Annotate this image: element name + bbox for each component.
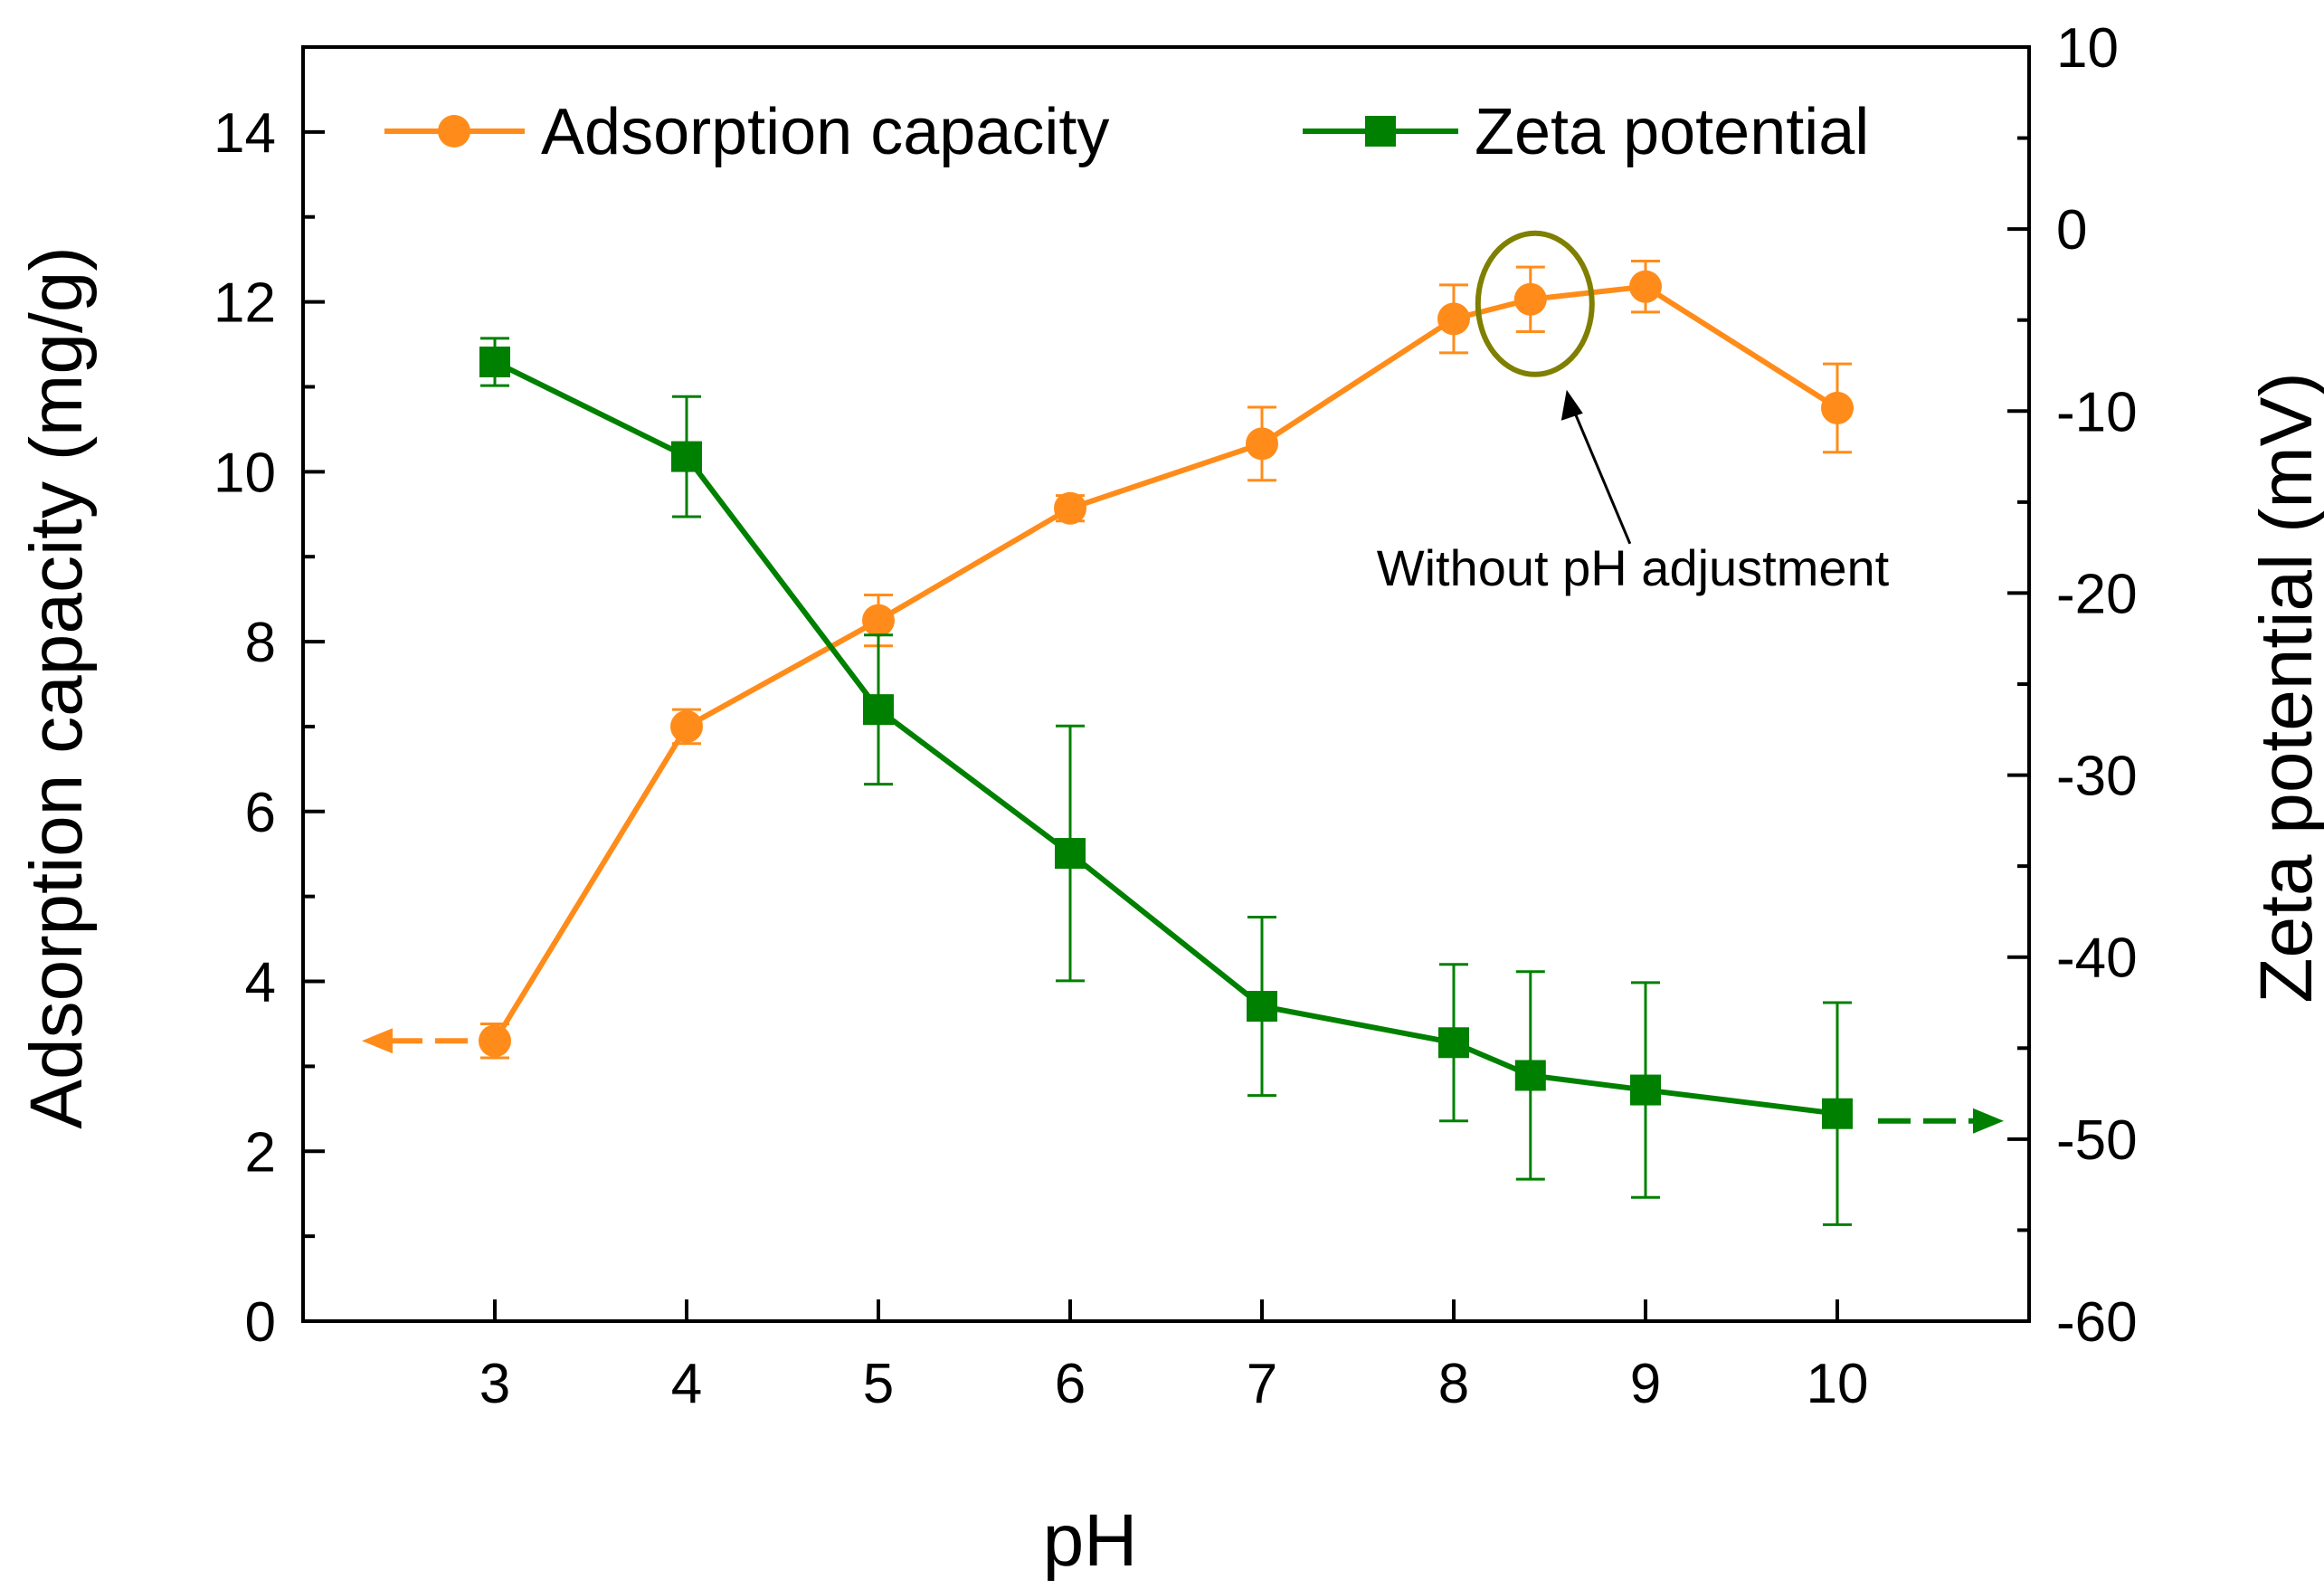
y-left-axis-title: Adsorption capacity (mg/g) (15, 246, 98, 1128)
data-point (1629, 270, 1662, 303)
axes-frame (301, 45, 2031, 1323)
legend-item-adsorption-capacity: Adsorption capacity (384, 96, 1109, 168)
data-point (1438, 1027, 1469, 1059)
legend-marker (1365, 116, 1396, 147)
plot-frame (301, 45, 2031, 1323)
y-right-tick-label: -30 (2056, 746, 2138, 808)
x-axis-title: pH (1043, 1499, 1138, 1582)
y-left-tick-label: 0 (245, 1291, 276, 1354)
data-point (1513, 282, 1547, 316)
series-layer (479, 260, 1854, 1226)
data-point (670, 709, 703, 743)
data-point (1630, 1074, 1661, 1106)
y-left-tick-label: 8 (245, 612, 276, 674)
x-tick-label: 6 (1055, 1353, 1086, 1415)
data-point (1055, 838, 1086, 870)
y-right-tick-label: 0 (2056, 199, 2087, 262)
annotation-layer: Without pH adjustment (1377, 230, 1890, 596)
data-point (863, 694, 894, 726)
right-axis-arrowhead (1973, 1108, 2004, 1134)
data-point (862, 604, 895, 637)
legend-item-zeta-potential: Zeta potential (1303, 96, 1869, 168)
y-left-tick-label: 4 (245, 952, 276, 1014)
y-right-tick-label: -60 (2056, 1291, 2138, 1354)
data-point (1821, 391, 1854, 424)
y-right-tick-label: -20 (2056, 563, 2138, 625)
data-point (1514, 1060, 1546, 1091)
y-left-tick-label: 12 (213, 272, 276, 335)
y-left-tick-label: 2 (245, 1121, 276, 1184)
data-point (671, 441, 702, 472)
data-point (479, 346, 510, 377)
annotation-arrow-line (1570, 405, 1632, 545)
data-point (1246, 427, 1278, 461)
x-tick-label: 8 (1438, 1353, 1469, 1415)
legend: Adsorption capacity Zeta potential (384, 96, 1869, 168)
legend-label: Adsorption capacity (541, 96, 1109, 168)
x-tick-label: 3 (479, 1353, 510, 1415)
y-left-tick-label: 10 (213, 442, 276, 504)
x-tick-label: 9 (1630, 1353, 1661, 1415)
annotation-text: Without pH adjustment (1377, 539, 1890, 596)
series-adsorption-capacity (479, 260, 1854, 1060)
legend-marker (438, 115, 470, 147)
y-right-tick-label: -10 (2056, 381, 2138, 443)
data-point (1247, 991, 1277, 1023)
legend-label: Zeta potential (1475, 96, 1869, 168)
data-point (1054, 491, 1086, 525)
y-right-axis-title: Zeta potential (mV) (2245, 372, 2324, 1003)
x-tick-label: 10 (1807, 1353, 1869, 1415)
axis-indicator-arrows (362, 1028, 2004, 1134)
y-left-tick-label: 14 (213, 102, 276, 165)
left-axis-arrowhead (362, 1028, 393, 1054)
data-point (479, 1024, 511, 1058)
tick-marks (303, 45, 2029, 1323)
x-tick-label: 7 (1247, 1353, 1277, 1415)
series-zeta-potential (479, 337, 1853, 1226)
annotation-arrowhead (1560, 389, 1583, 421)
y-right-tick-label: 10 (2056, 17, 2119, 80)
data-point (1822, 1098, 1853, 1129)
data-point (1437, 302, 1470, 336)
y-left-tick-labels: 0 2 4 6 8 10 12 14 (213, 102, 276, 1354)
x-tick-labels: 3 4 5 6 7 8 9 10 (479, 1353, 1869, 1415)
annotation-highlight-circle (1475, 230, 1595, 377)
y-right-tick-labels: -60 -50 -40 -30 -20 -10 0 10 (2056, 17, 2138, 1354)
x-tick-label: 4 (671, 1353, 702, 1415)
y-right-tick-label: -40 (2056, 928, 2138, 990)
y-right-tick-label: -50 (2056, 1109, 2138, 1172)
y-left-tick-label: 6 (245, 782, 276, 844)
x-tick-label: 5 (863, 1353, 894, 1415)
